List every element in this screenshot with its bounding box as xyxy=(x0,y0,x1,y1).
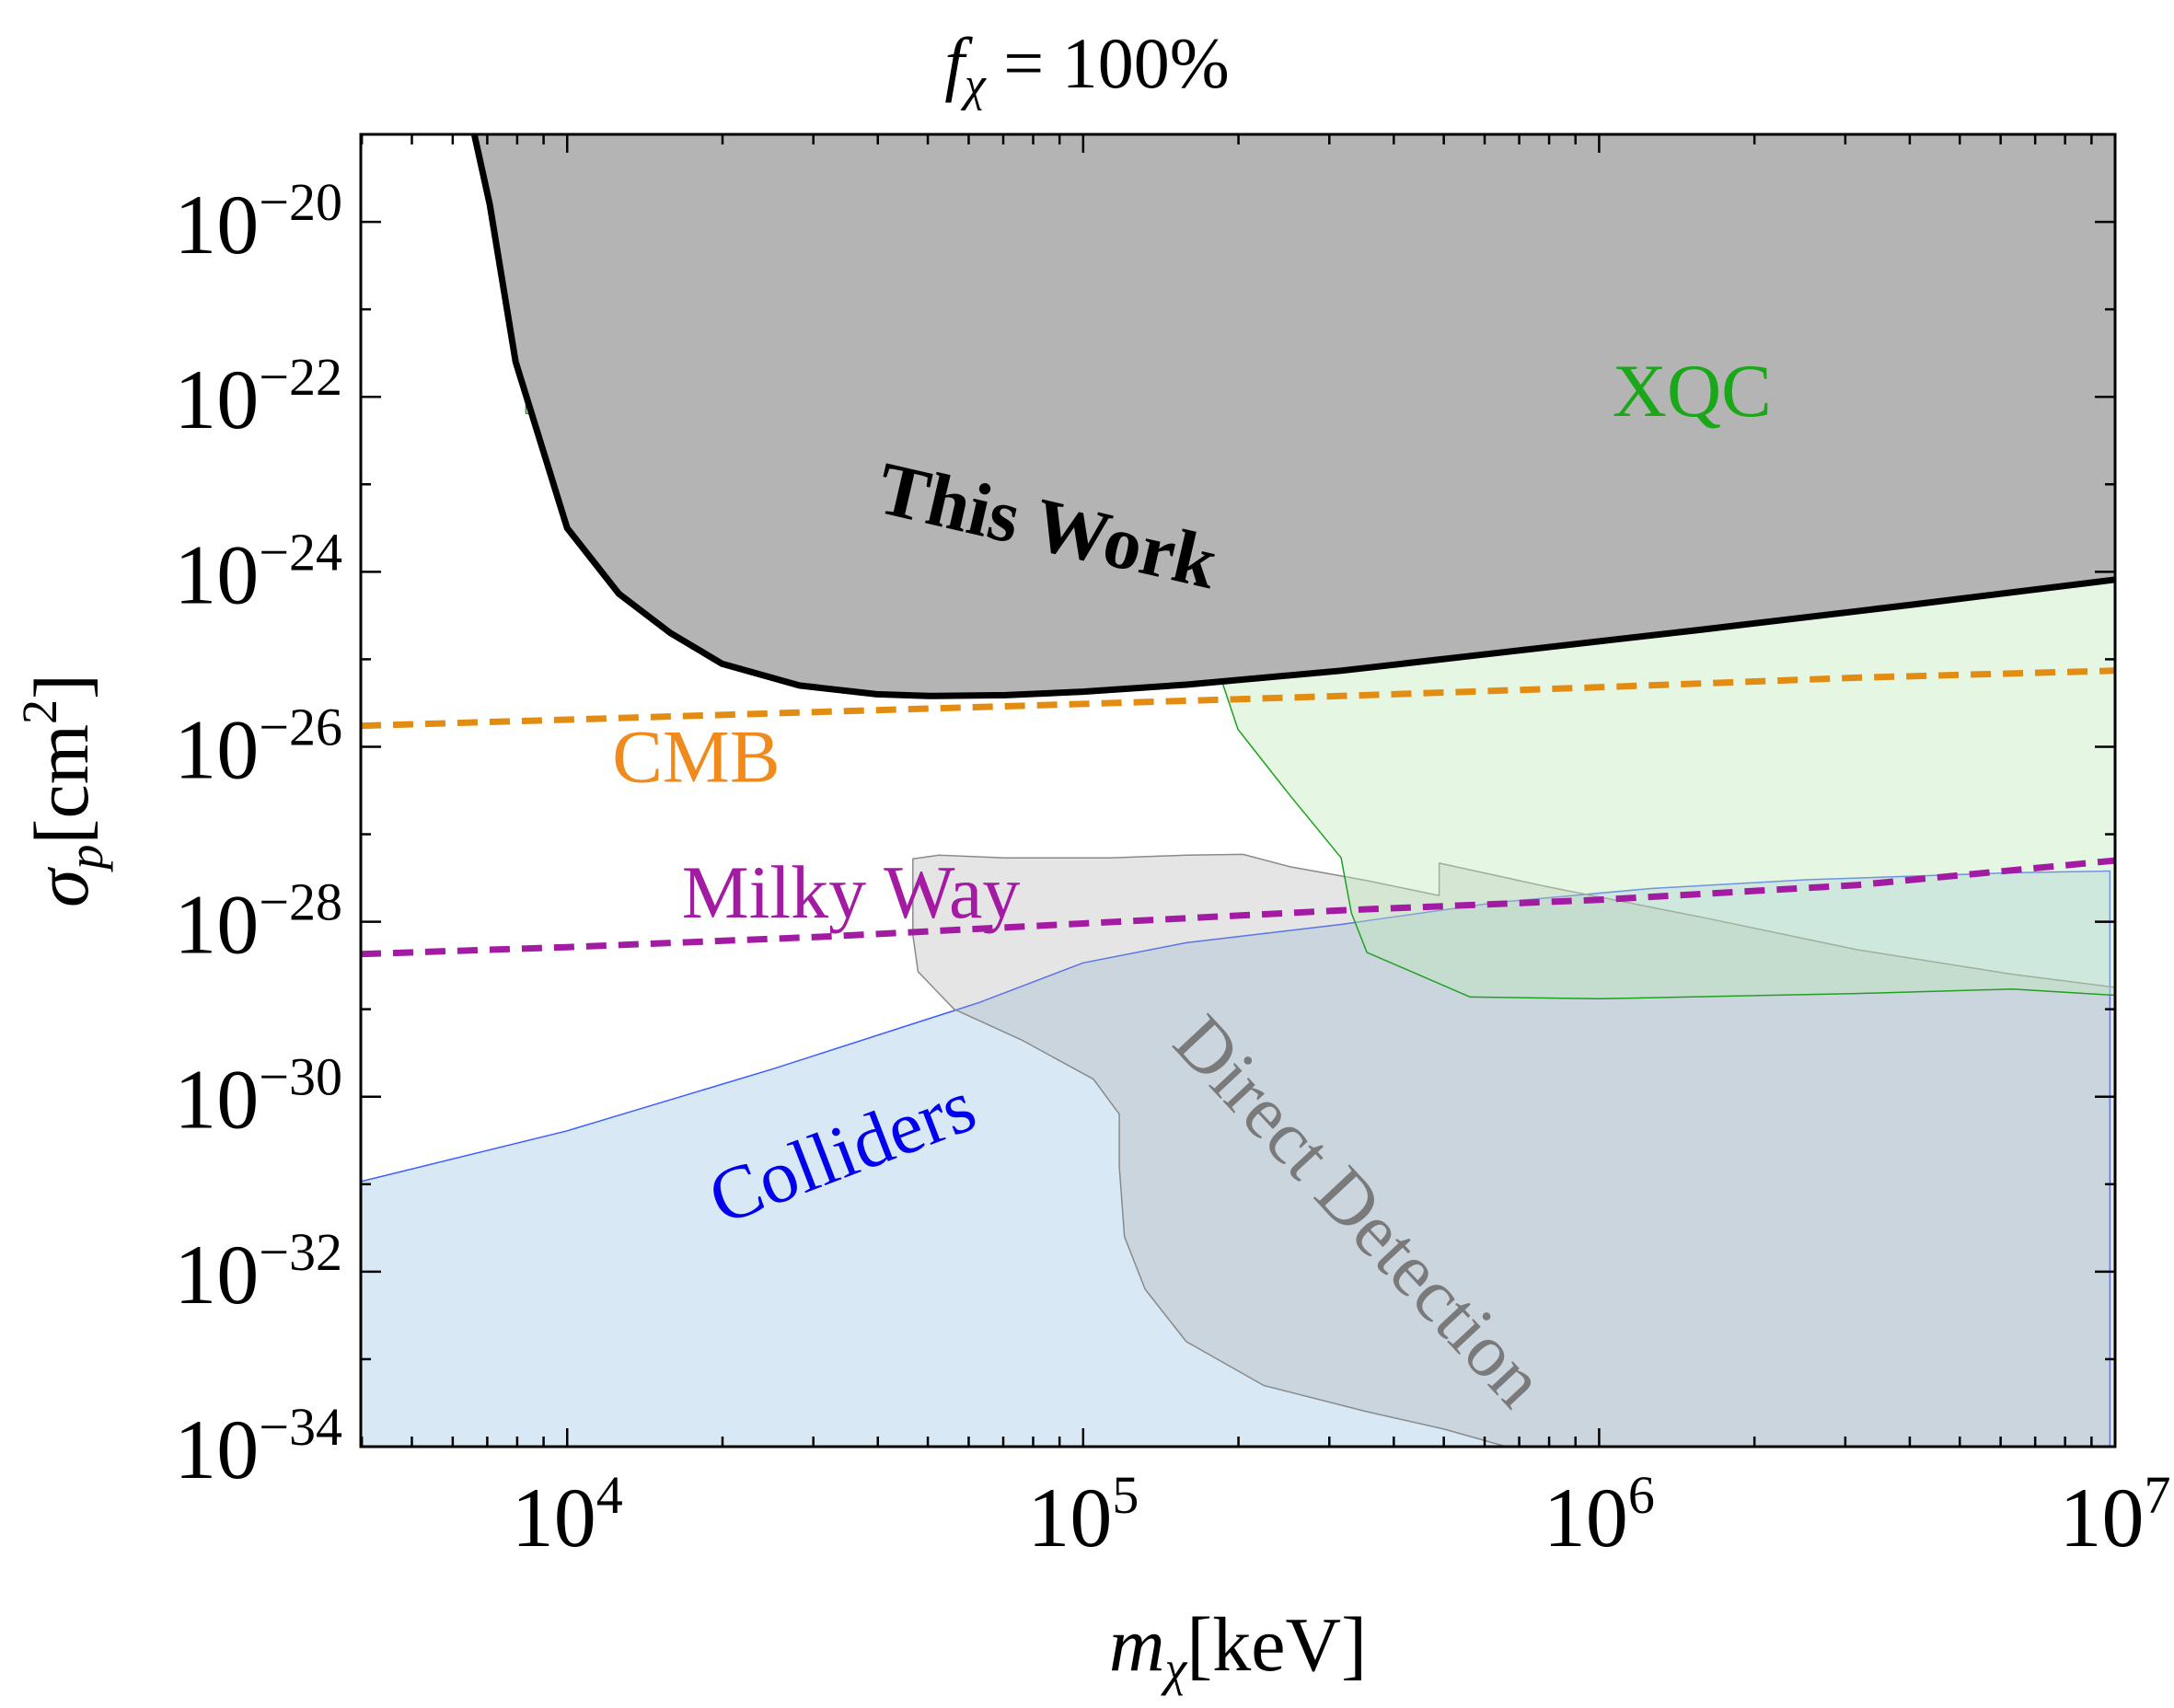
y-tick-label: 10−22 xyxy=(174,347,342,446)
direct-detection-region xyxy=(912,853,2115,1447)
y-tick-label: 10−34 xyxy=(174,1397,342,1496)
y-tick-label: 10−30 xyxy=(174,1047,342,1147)
y-tick-label: 10−32 xyxy=(174,1222,342,1321)
colliders-region xyxy=(361,870,2111,1447)
y-tick-label: 10−24 xyxy=(174,522,342,621)
milky-way-label: Milky Way xyxy=(682,850,1021,934)
cmb-line xyxy=(361,667,2115,730)
plot-area xyxy=(361,134,2115,1447)
lines-layer xyxy=(361,667,2115,958)
xqc-label: XQC xyxy=(1613,349,1772,433)
x-axis-label: mχ[keV] xyxy=(1109,1602,1367,1696)
x-tick-label: 105 xyxy=(1027,1465,1139,1564)
x-tick-label: 106 xyxy=(1544,1465,1655,1564)
y-tick-label: 10−26 xyxy=(174,697,342,796)
ticks-layer: 104 105 106 107 10−20 10−22 10−24 10−26 10−28 10−… xyxy=(174,133,2171,1564)
y-axis-label: σp[cm2] xyxy=(12,674,113,907)
boundary-layer xyxy=(470,134,2115,699)
this-work-boundary xyxy=(470,134,2115,699)
regions-layer xyxy=(361,134,2115,1447)
x-tick-label: 104 xyxy=(512,1465,623,1564)
chart-title: fχ = 100% xyxy=(944,23,1230,111)
y-tick-label: 10−28 xyxy=(174,872,342,972)
milky-way-line xyxy=(361,857,2115,958)
x-tick-label: 107 xyxy=(2060,1465,2171,1564)
y-tick-label: 10−20 xyxy=(174,172,342,271)
this-work-region xyxy=(474,134,2115,697)
cmb-label: CMB xyxy=(612,714,780,798)
